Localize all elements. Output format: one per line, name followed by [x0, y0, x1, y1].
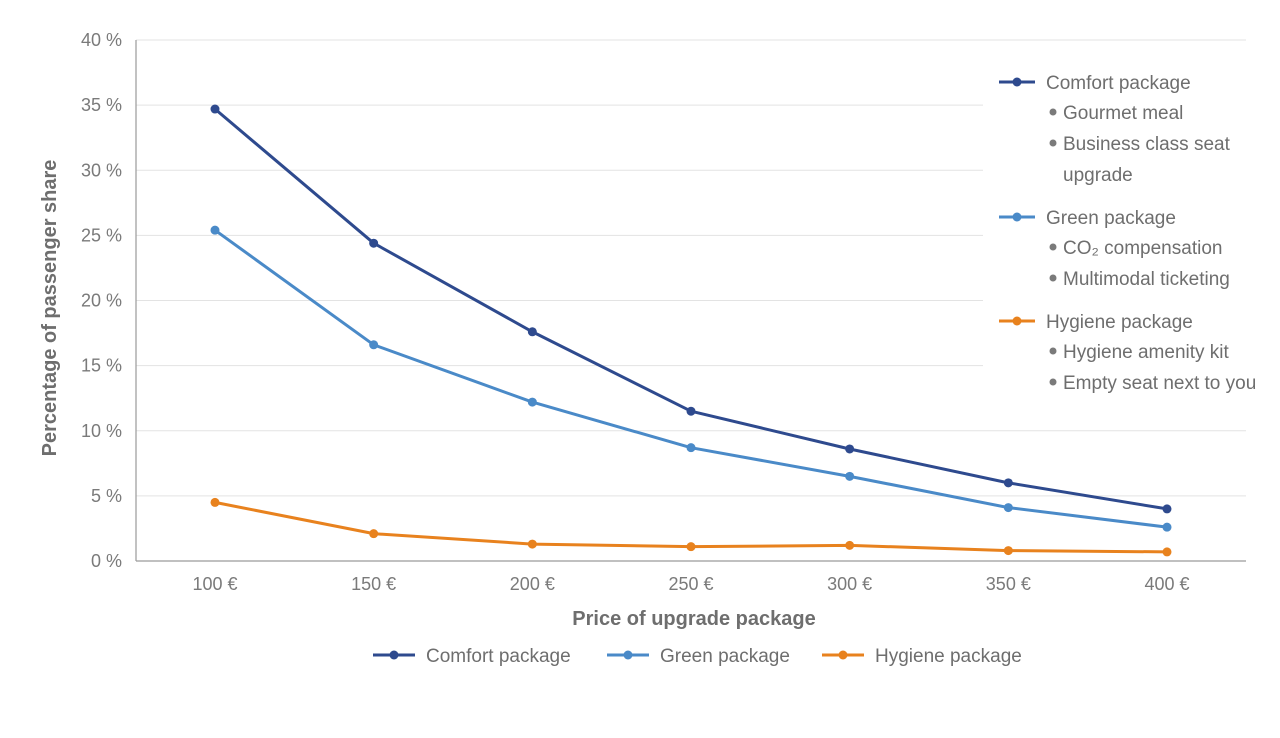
x-tick-label: 250 € — [668, 574, 713, 594]
x-tick-label: 150 € — [351, 574, 396, 594]
x-tick-label: 200 € — [510, 574, 555, 594]
legend-item: Comfort package — [373, 646, 571, 667]
bullet-dot-icon — [1049, 108, 1057, 116]
data-point — [845, 471, 855, 481]
legend: Comfort package Green package Hygiene pack… — [373, 646, 1022, 667]
x-tick-label: 350 € — [986, 574, 1031, 594]
data-point — [686, 406, 696, 416]
x-axis-title: Price of upgrade package — [572, 608, 815, 630]
annotation-group: Comfort package Gourmet meal Business clas… — [999, 73, 1231, 186]
bullet-dot-icon — [1049, 347, 1057, 355]
series-lines — [210, 104, 1172, 557]
annotation-bullet: Gourmet meal — [1063, 103, 1183, 124]
y-tick-label: 15 % — [81, 356, 122, 376]
legend-marker-icon — [1012, 316, 1022, 326]
data-point — [1003, 546, 1013, 556]
data-point — [845, 444, 855, 454]
data-point — [845, 540, 855, 550]
annotation-bullet: Multimodal ticketing — [1063, 269, 1230, 290]
legend-label: Hygiene package — [875, 646, 1022, 667]
x-tick-label: 300 € — [827, 574, 872, 594]
y-tick-label: 40 % — [81, 30, 122, 50]
annotation-box: Comfort package Gourmet meal Business clas… — [983, 62, 1256, 407]
series-comfort-package — [210, 104, 1172, 514]
annotation-bullet: Business class seat upgrade — [1063, 134, 1231, 186]
legend-label: Comfort package — [426, 646, 571, 667]
data-point — [1162, 504, 1172, 514]
legend-marker-icon — [389, 650, 399, 660]
bullet-dot-icon — [1049, 139, 1057, 147]
legend-marker-icon — [1012, 77, 1022, 87]
axes — [135, 40, 1246, 562]
y-tick-labels: 0 % 5 % 10 % 15 % 20 % 25 % 30 % 35 % 40 % — [81, 30, 122, 571]
y-tick-label: 0 % — [91, 551, 122, 571]
data-point — [527, 327, 537, 337]
data-point — [369, 238, 379, 248]
data-point — [686, 542, 696, 552]
legend-marker-icon — [838, 650, 848, 660]
annotation-bullet: CO₂ compensation — [1063, 238, 1222, 259]
data-point — [527, 397, 537, 407]
data-point — [369, 340, 379, 350]
legend-item: Green package — [607, 646, 790, 667]
y-tick-label: 20 % — [81, 291, 122, 311]
annotation-background — [983, 62, 1251, 407]
annotation-group-title: Comfort package — [1046, 73, 1191, 94]
legend-marker-icon — [1012, 212, 1022, 222]
gridlines — [136, 39, 1246, 497]
annotation-group-title: Green package — [1046, 208, 1176, 229]
data-point — [1162, 547, 1172, 557]
data-point — [210, 225, 220, 235]
legend-label: Green package — [660, 646, 790, 667]
legend-item: Hygiene package — [822, 646, 1022, 667]
data-point — [1162, 522, 1172, 532]
data-point — [369, 529, 379, 539]
annotation-bullet-line: upgrade — [1063, 165, 1133, 186]
annotation-bullet: Empty seat next to you — [1063, 373, 1256, 394]
y-tick-label: 30 % — [81, 160, 122, 180]
x-tick-label: 100 € — [192, 574, 237, 594]
data-point — [210, 104, 220, 114]
bullet-dot-icon — [1049, 378, 1057, 386]
annotation-group: Hygiene package Hygiene amenity kit Empty … — [999, 312, 1256, 394]
data-point — [527, 539, 537, 549]
legend-marker-icon — [623, 650, 633, 660]
x-tick-label: 400 € — [1144, 574, 1189, 594]
annotation-group-title: Hygiene package — [1046, 312, 1193, 333]
data-point — [686, 443, 696, 453]
annotation-group: Green package CO₂ compensation Multimodal … — [999, 208, 1230, 290]
x-tick-labels: 100 € 150 € 200 € 250 € 300 € 350 € 400 € — [192, 574, 1189, 594]
series-hygiene-package — [210, 497, 1172, 557]
y-tick-label: 25 % — [81, 225, 122, 245]
data-point — [210, 497, 220, 507]
y-tick-label: 5 % — [91, 486, 122, 506]
annotation-bullet-line: Business class seat — [1063, 134, 1231, 155]
y-axis-title: Percentage of passenger share — [39, 160, 61, 457]
y-tick-label: 10 % — [81, 421, 122, 441]
data-point — [1003, 478, 1013, 488]
data-point — [1003, 503, 1013, 513]
annotation-bullet: Hygiene amenity kit — [1063, 342, 1230, 363]
bullet-dot-icon — [1049, 243, 1057, 251]
series-green-package — [210, 225, 1172, 532]
y-tick-label: 35 % — [81, 95, 122, 115]
bullet-dot-icon — [1049, 274, 1057, 282]
